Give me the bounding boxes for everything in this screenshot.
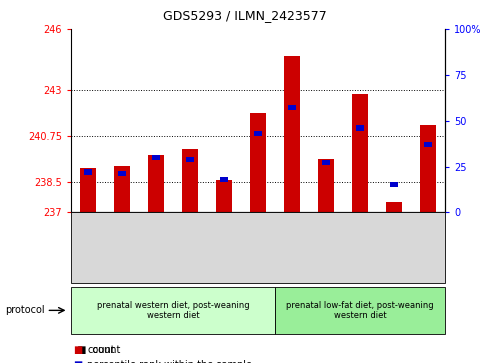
- Bar: [284, 56, 299, 212]
- Text: ■  count: ■ count: [71, 345, 120, 355]
- Text: count: count: [87, 345, 114, 355]
- Bar: [250, 113, 265, 212]
- Bar: [287, 105, 296, 110]
- Bar: [420, 125, 435, 212]
- Bar: [118, 171, 126, 176]
- Bar: [151, 155, 160, 160]
- Text: prenatal western diet, post-weaning
western diet: prenatal western diet, post-weaning west…: [97, 301, 249, 320]
- Text: prenatal low-fat diet, post-weaning
western diet: prenatal low-fat diet, post-weaning west…: [285, 301, 433, 320]
- Bar: [318, 159, 333, 212]
- Bar: [253, 131, 262, 136]
- Bar: [185, 157, 194, 162]
- Bar: [216, 180, 231, 212]
- Bar: [80, 168, 95, 212]
- Bar: [355, 126, 364, 131]
- Bar: [423, 142, 431, 147]
- Bar: [389, 182, 397, 187]
- Text: ■: ■: [73, 360, 82, 363]
- Bar: [182, 149, 197, 212]
- Bar: [386, 202, 401, 212]
- Bar: [351, 94, 367, 212]
- Bar: [321, 160, 329, 166]
- Bar: [83, 170, 92, 175]
- Text: percentile rank within the sample: percentile rank within the sample: [87, 360, 251, 363]
- Text: ■: ■: [73, 345, 82, 355]
- Bar: [148, 155, 163, 212]
- Bar: [219, 177, 228, 182]
- Text: GDS5293 / ILMN_2423577: GDS5293 / ILMN_2423577: [163, 9, 325, 22]
- Text: protocol: protocol: [5, 305, 44, 315]
- Bar: [114, 166, 129, 212]
